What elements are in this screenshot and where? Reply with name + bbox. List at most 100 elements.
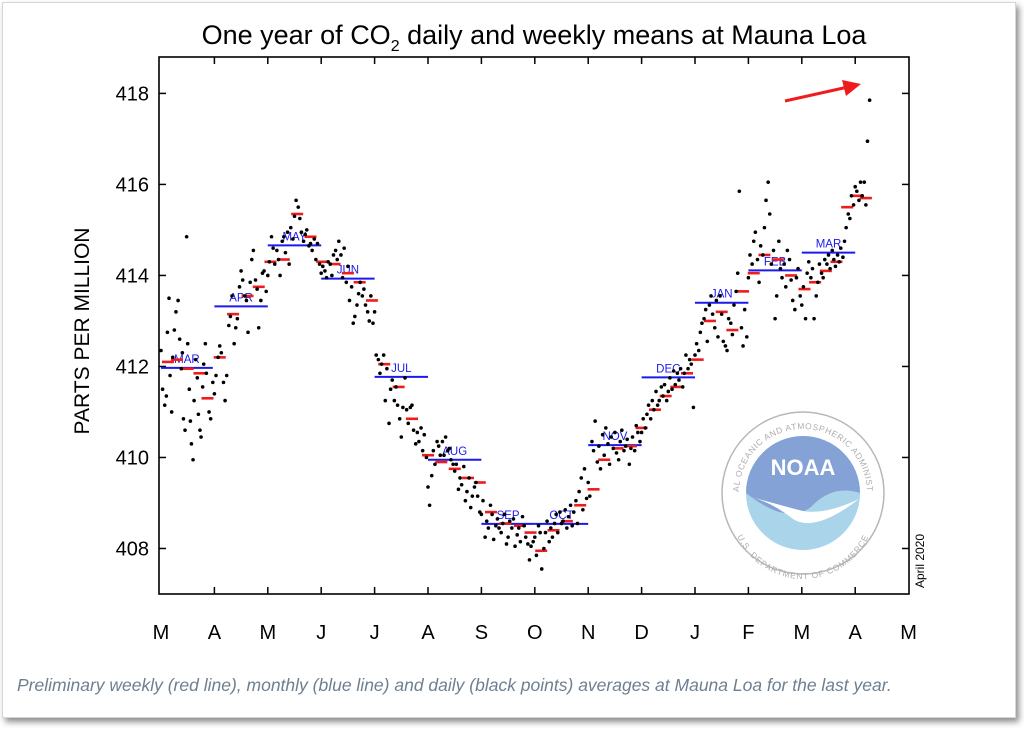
daily-point: [703, 307, 708, 312]
daily-point: [563, 508, 568, 512]
x-tick-label: N: [581, 622, 595, 644]
daily-point: [420, 448, 425, 453]
daily-point: [718, 294, 722, 298]
daily-point: [228, 314, 233, 319]
daily-point: [506, 535, 510, 539]
daily-point: [686, 366, 690, 371]
daily-point: [538, 530, 542, 535]
monthly-mean-label: MAR: [816, 239, 842, 251]
daily-point: [734, 289, 738, 294]
daily-point: [315, 241, 320, 246]
daily-point: [696, 348, 701, 353]
daily-point: [285, 230, 290, 235]
daily-point: [645, 412, 649, 417]
daily-point: [565, 526, 569, 530]
daily-point: [732, 303, 736, 307]
daily-point: [848, 216, 852, 221]
daily-point: [858, 180, 863, 184]
daily-point: [440, 439, 445, 444]
daily-point: [232, 341, 236, 346]
daily-point: [358, 280, 362, 285]
daily-point: [339, 253, 343, 257]
daily-point: [436, 444, 441, 448]
daily-point: [269, 234, 274, 239]
daily-point: [794, 275, 799, 280]
daily-point: [326, 259, 330, 264]
daily-point: [555, 530, 560, 535]
daily-point: [369, 294, 373, 298]
daily-point: [224, 373, 229, 378]
daily-point: [558, 510, 562, 514]
daily-point: [751, 239, 756, 244]
daily-point: [648, 416, 653, 421]
daily-point: [488, 503, 493, 508]
daily-point: [180, 351, 185, 355]
daily-point: [828, 266, 832, 271]
x-tick-label: J: [690, 622, 700, 644]
daily-point: [374, 353, 379, 357]
daily-point: [739, 325, 744, 330]
daily-point: [837, 259, 841, 264]
daily-point: [826, 253, 831, 257]
daily-point: [308, 241, 313, 246]
daily-point: [655, 403, 660, 407]
daily-point: [728, 321, 733, 326]
noaa-logo-bird: [751, 497, 859, 524]
daily-point: [735, 271, 740, 275]
daily-point: [204, 371, 209, 376]
daily-point: [782, 262, 786, 266]
daily-point: [198, 428, 202, 432]
daily-point: [335, 257, 340, 262]
daily-point: [741, 344, 745, 348]
daily-point: [860, 194, 864, 198]
daily-point: [838, 246, 843, 250]
daily-point: [456, 487, 461, 492]
highlight-arrow-head: [842, 80, 861, 96]
daily-point: [424, 455, 429, 460]
daily-point: [865, 139, 870, 143]
date-stamp: April 2020: [913, 534, 927, 588]
daily-point: [365, 310, 370, 314]
daily-point: [536, 523, 541, 528]
daily-point: [304, 228, 309, 232]
daily-point: [264, 289, 268, 294]
daily-point: [657, 398, 662, 403]
daily-point: [531, 539, 535, 544]
daily-point: [639, 430, 644, 435]
daily-point: [223, 398, 227, 403]
daily-point: [216, 355, 220, 360]
daily-point: [490, 512, 494, 517]
daily-point: [452, 469, 457, 473]
daily-point: [298, 216, 302, 221]
daily-point: [757, 280, 761, 285]
daily-point: [385, 366, 389, 371]
daily-point: [527, 558, 532, 562]
daily-point: [534, 553, 539, 558]
daily-point: [789, 278, 793, 282]
y-tick-label: 408: [116, 538, 149, 560]
daily-point: [276, 257, 281, 262]
daily-point: [288, 225, 293, 230]
daily-point: [810, 266, 815, 271]
chart-title-subscript: 2: [391, 38, 400, 55]
daily-point: [678, 366, 683, 371]
daily-point: [394, 385, 398, 389]
daily-point: [758, 244, 763, 248]
x-tick-label: J: [370, 622, 380, 644]
x-tick-label: M: [900, 622, 917, 644]
daily-point: [381, 353, 386, 357]
daily-point: [193, 357, 198, 362]
daily-point: [671, 369, 676, 373]
daily-point: [181, 416, 186, 421]
x-tick-label: F: [742, 622, 754, 644]
daily-point: [634, 423, 639, 428]
monthly-mean-label: JAN: [711, 289, 733, 301]
daily-point: [355, 303, 359, 307]
daily-point: [526, 542, 530, 546]
daily-point: [777, 239, 781, 244]
daily-point: [780, 275, 784, 280]
daily-point: [362, 287, 366, 291]
daily-point: [677, 378, 681, 382]
daily-point: [342, 246, 346, 250]
daily-point: [195, 376, 200, 380]
